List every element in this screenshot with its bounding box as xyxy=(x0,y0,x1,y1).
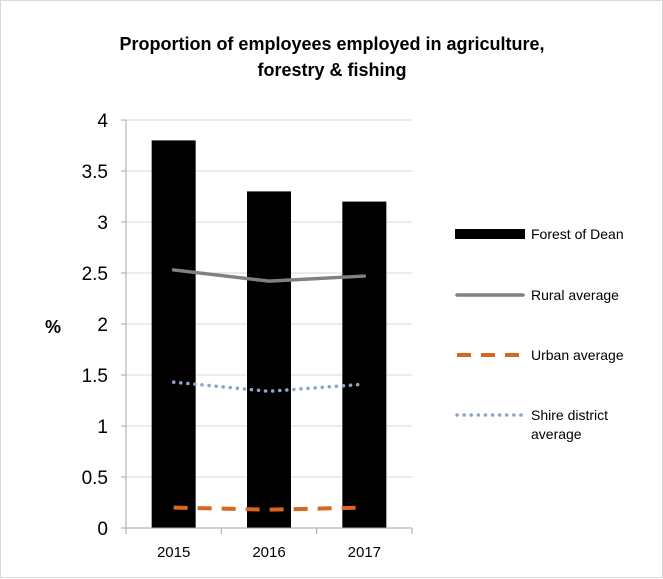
y-tick-label-2.5: 2.5 xyxy=(82,264,108,285)
y-tick-label-1.5: 1.5 xyxy=(82,366,108,387)
legend-label-urban-average: Urban average xyxy=(531,347,624,363)
legend: Forest of Dean Rural average Urban average… xyxy=(455,226,624,442)
bar-forest-of-dean-2015 xyxy=(151,140,196,528)
y-tick-label-4: 4 xyxy=(97,111,108,132)
y-tick-label-2: 2 xyxy=(97,315,108,336)
line-urban-average xyxy=(173,505,365,512)
y-tick-label-1: 1 xyxy=(97,417,108,438)
x-tick-label-2017: 2017 xyxy=(348,544,381,561)
legend-label-shire-district-average-line-1: Shire district xyxy=(531,407,608,423)
y-axis-label: % xyxy=(45,317,61,337)
x-tick-label-2016: 2016 xyxy=(252,544,285,561)
y-tick-label-0.5: 0.5 xyxy=(82,468,108,489)
y-tick-label-0: 0 xyxy=(97,519,108,540)
x-tick-label-2015: 2015 xyxy=(157,544,190,561)
legend-label-shire-district-average-line-2: average xyxy=(531,426,582,442)
legend-label-forest-of-dean: Forest of Dean xyxy=(531,226,624,242)
chart-title-line-1: Proportion of employees employed in agri… xyxy=(119,34,544,54)
bar-forest-of-dean-2016 xyxy=(247,191,291,528)
chart-title-line-2: forestry & fishing xyxy=(257,60,406,80)
line-rural-average xyxy=(171,268,367,283)
line-series xyxy=(171,268,367,512)
legend-swatch-forest-of-dean xyxy=(455,229,525,239)
y-tick-label-3.5: 3.5 xyxy=(82,162,108,183)
axes: 0 0.5 1 1.5 2 2.5 3 3.5 4 2015 2016 2017% xyxy=(45,111,413,561)
legend-label-rural-average: Rural average xyxy=(531,287,619,303)
bar-forest-of-dean-2017 xyxy=(342,201,387,528)
chart-title: Proportion of employees employed in agri… xyxy=(119,34,544,80)
bar-series xyxy=(151,140,387,528)
y-tick-label-3: 3 xyxy=(97,213,108,234)
